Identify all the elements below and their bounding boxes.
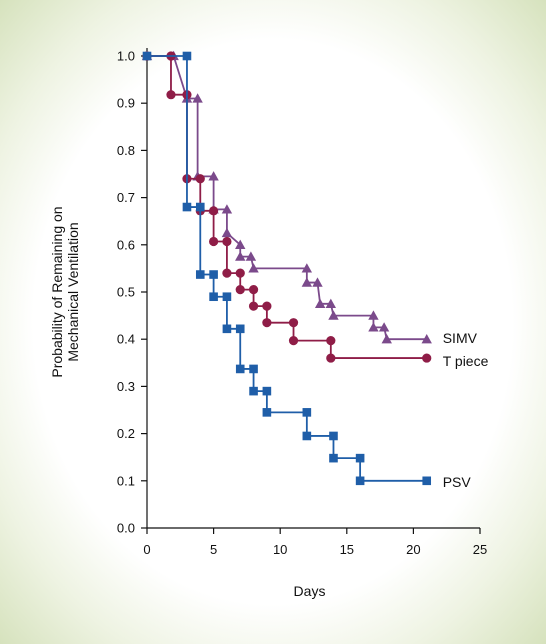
data-point-circle [288,318,299,328]
y-tick-label: 0.3 [117,379,135,394]
data-point-square [235,364,245,374]
y-tick-label: 0.0 [117,521,135,536]
data-point-circle [209,236,219,247]
data-point-triangle [235,251,246,261]
series-label: SIMV [443,330,478,346]
data-point-square [209,270,218,279]
data-point-circle [235,268,245,278]
data-point-circle [235,285,245,295]
data-point-square [222,324,232,334]
data-point-triangle [248,263,259,273]
data-point-square [195,270,205,279]
data-point-square [422,476,432,486]
data-point-circle [248,285,259,295]
data-point-triangle [192,93,203,103]
data-point-triangle [421,334,432,344]
data-point-square [302,408,312,417]
data-point-circle [326,336,336,346]
data-point-triangle [368,310,379,320]
labels-layer: 0.0 0.1 0.2 0.3 0.4 0.5 0.6 0.7 0.8 0.9 1.0 0 5 10 15 2… [49,49,489,600]
data-point-square [182,51,192,61]
x-tick-label: 5 [210,542,217,557]
data-point-circle [326,353,336,363]
x-axis-title: Days [294,583,326,599]
series-label: T piece [443,353,489,369]
data-point-triangle [301,277,313,287]
x-tick-label: 15 [340,542,354,557]
data-point-triangle [221,227,233,238]
data-point-square [195,202,205,212]
data-point-circle [262,301,272,311]
data-point-triangle [312,277,323,287]
y-tick-label: 0.5 [117,285,135,300]
y-tick-label: 1.0 [117,49,135,64]
axes [141,48,481,534]
y-tick-label: 0.1 [117,473,135,488]
data-point-square [222,292,232,302]
y-axis-title-line: Mechanical Ventilation [65,222,81,361]
data-point-triangle [221,204,233,214]
data-point-triangle [325,298,337,308]
data-point-circle [422,353,432,363]
y-tick-label: 0.7 [117,190,135,205]
x-tick-label: 25 [473,542,487,557]
data-point-square [262,408,272,417]
data-point-circle [166,90,176,100]
series-layer [141,50,432,486]
data-point-circle [209,206,219,216]
data-point-square [249,364,258,374]
data-point-circle [222,236,232,247]
series-line [147,55,427,482]
y-tick-label: 0.2 [117,426,135,441]
data-point-square [142,51,152,61]
data-point-triangle [378,322,390,332]
data-point-triangle [381,334,392,344]
y-axis-title: Probability of Remaining on Mechanical Ve… [49,206,81,377]
series-label: PSV [443,474,472,490]
data-point-square [235,324,245,334]
x-tick-label: 10 [273,542,287,557]
data-point-square [302,431,312,441]
data-point-square [329,453,338,463]
data-point-triangle [301,263,313,273]
data-point-square [355,476,365,486]
data-point-circle [288,336,299,346]
data-point-triangle [328,310,339,320]
data-point-triangle [235,239,246,249]
data-point-circle [222,268,232,278]
data-point-triangle [368,322,379,332]
data-point-triangle [208,171,219,181]
data-point-square [209,292,218,302]
y-tick-label: 0.8 [117,143,135,158]
data-point-triangle [245,251,257,261]
data-point-circle [195,174,205,184]
data-point-square [262,386,272,396]
data-point-circle [262,318,272,328]
y-tick-label: 0.4 [117,332,135,347]
y-axis-title-line: Probability of Remaining on [49,206,65,377]
x-tick-label: 0 [143,542,150,557]
series-psv [142,51,432,486]
data-point-triangle [314,298,326,308]
data-point-square [182,202,192,212]
data-point-square [355,453,365,463]
data-point-circle [248,301,259,311]
y-tick-label: 0.6 [117,237,135,252]
data-point-square [249,386,258,396]
y-tick-label: 0.9 [117,96,135,111]
x-tick-label: 20 [406,542,420,557]
data-point-square [329,431,338,441]
